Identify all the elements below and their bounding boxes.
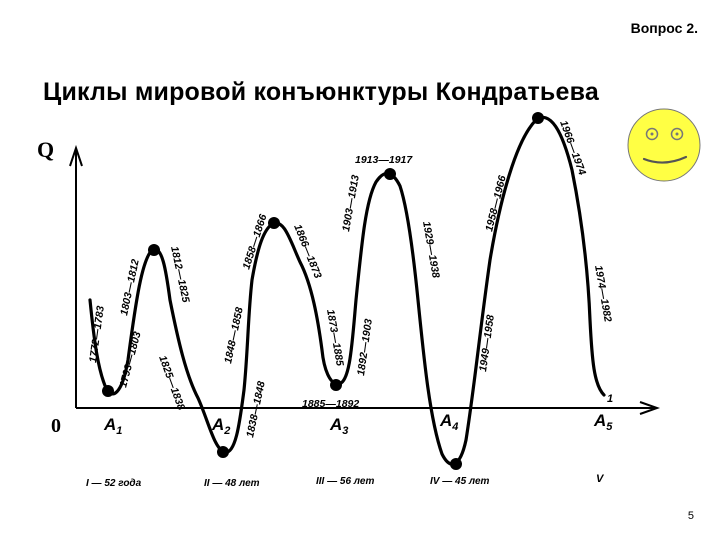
period-label: 1838—1848	[244, 380, 268, 439]
period-label: 1812—1825	[168, 245, 192, 304]
period-label: 1793—1803	[117, 330, 143, 389]
period-label: 1929—1938	[420, 220, 442, 279]
smiley-face-icon	[627, 108, 701, 182]
curve-point	[148, 244, 160, 256]
curve-point	[102, 385, 114, 397]
cycle-label: IV — 45 лет	[430, 476, 490, 487]
period-label: 1873—1885	[324, 308, 346, 367]
curve-point	[384, 168, 396, 180]
period-label: 1913—1917	[355, 154, 413, 166]
y-axis-arrow	[69, 144, 83, 167]
point-a5: A5	[593, 411, 613, 433]
point-a1: A1	[103, 415, 122, 437]
period-label: 1958—1966	[483, 174, 509, 233]
curve-point	[330, 379, 342, 391]
svg-text:A3: A3	[329, 415, 348, 437]
cycle-label: I — 52 года	[86, 478, 142, 489]
svg-text:A1: A1	[103, 415, 122, 437]
kondratiev-wave-curve	[88, 115, 606, 466]
question-label: Вопрос 2.	[630, 20, 698, 36]
slide-title: Циклы мировой конъюнктуры Кондратьева	[43, 78, 599, 106]
cycle-label: II — 48 лет	[204, 478, 260, 489]
curve-point	[268, 217, 280, 229]
origin-label: 0	[51, 415, 61, 437]
y-axis-label: Q	[37, 137, 54, 162]
point-a4: A4	[439, 411, 458, 433]
x-axis-end-label: V	[596, 473, 605, 485]
cycle-label: III — 56 лет	[316, 476, 374, 487]
point-a3: A3	[329, 415, 348, 437]
curve-point	[217, 446, 229, 458]
point-a2: A2	[211, 415, 230, 437]
curve-point	[532, 112, 544, 124]
svg-text:A2: A2	[211, 415, 230, 437]
page-number: 5	[687, 510, 694, 522]
period-label: 1885—1892	[302, 398, 359, 410]
period-label: 1848—1858	[222, 306, 246, 365]
curve-end-label: 1	[607, 393, 613, 405]
svg-text:A5: A5	[593, 411, 613, 433]
period-label: 1892—1903	[355, 318, 375, 376]
period-label: 1974—1982	[592, 264, 614, 323]
period-label: 1825—1838	[156, 354, 187, 412]
period-label: 1903—1913	[340, 174, 362, 233]
x-axis-arrow	[639, 401, 661, 415]
curve-point	[450, 458, 462, 470]
svg-text:A4: A4	[439, 411, 458, 433]
